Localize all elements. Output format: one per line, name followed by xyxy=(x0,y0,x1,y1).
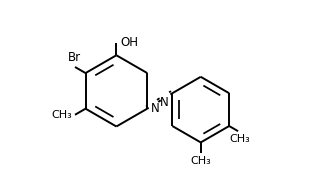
Text: N: N xyxy=(160,96,169,109)
Text: CH₃: CH₃ xyxy=(190,157,211,167)
Text: CH₃: CH₃ xyxy=(229,135,250,144)
Text: N: N xyxy=(150,102,159,115)
Text: Br: Br xyxy=(68,51,81,64)
Text: CH₃: CH₃ xyxy=(51,110,72,120)
Text: OH: OH xyxy=(120,36,138,49)
